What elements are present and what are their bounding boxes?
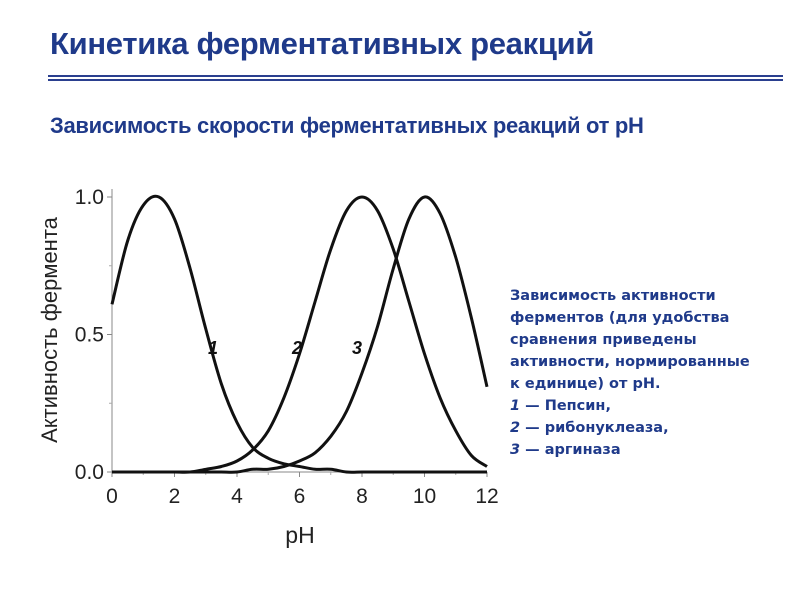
chart-series <box>110 194 489 474</box>
note-line: активности, нормированные <box>510 354 750 370</box>
legend-item-text: — аргиназа <box>520 442 621 458</box>
x-tick-label: 0 <box>106 485 118 508</box>
x-axis-title: pH <box>285 522 314 548</box>
legend-item-number: 3 <box>510 442 521 458</box>
x-tick-label: 2 <box>169 485 181 508</box>
note-line: сравнения приведены <box>510 332 697 348</box>
legend-item-text: — рибонуклеаза, <box>520 420 669 436</box>
curve-label-3: 3 <box>352 338 362 358</box>
x-tick-label: 6 <box>294 485 306 508</box>
note-line: Зависимость активности <box>510 288 716 304</box>
legend-item-number: 2 <box>510 420 521 436</box>
note-line: ферментов (для удобства <box>510 310 730 326</box>
legend-item-number: 1 <box>510 398 521 414</box>
x-tick-label: 10 <box>413 485 436 508</box>
legend-item-arginase: 3 — аргиназа <box>510 439 795 461</box>
curve-label-2: 2 <box>291 338 302 358</box>
x-tick-label: 4 <box>231 485 243 508</box>
legend-item-text: — Пепсин, <box>520 398 611 414</box>
y-axis-title: Активность фермента <box>37 216 62 443</box>
slide-subtitle: Зависимость скорости ферментативных реак… <box>50 113 644 138</box>
y-tick-label: 0.0 <box>75 461 104 484</box>
title-underline-top <box>48 75 783 77</box>
note-line: к единице) от pH. <box>510 376 661 392</box>
title-underline-bottom <box>48 79 783 81</box>
x-tick-label: 12 <box>475 485 498 508</box>
series-line-2 <box>112 195 488 474</box>
slide-title: Кинетика ферментативных реакций <box>50 26 595 61</box>
y-tick-label: 1.0 <box>75 186 104 209</box>
chart-labels: 1 2 3 <box>208 338 362 358</box>
legend-note: Зависимость активности ферментов (для уд… <box>510 285 795 461</box>
title-underline <box>48 75 783 83</box>
legend-item-ribonuclease: 2 — рибонуклеаза, <box>510 417 795 439</box>
x-tick-label: 8 <box>356 485 368 508</box>
legend-item-pepsin: 1 — Пепсин, <box>510 395 795 417</box>
y-tick-label: 0.5 <box>75 324 104 347</box>
curve-label-1: 1 <box>208 338 218 358</box>
series-line-3 <box>112 195 489 474</box>
series-line-1 <box>110 194 487 474</box>
